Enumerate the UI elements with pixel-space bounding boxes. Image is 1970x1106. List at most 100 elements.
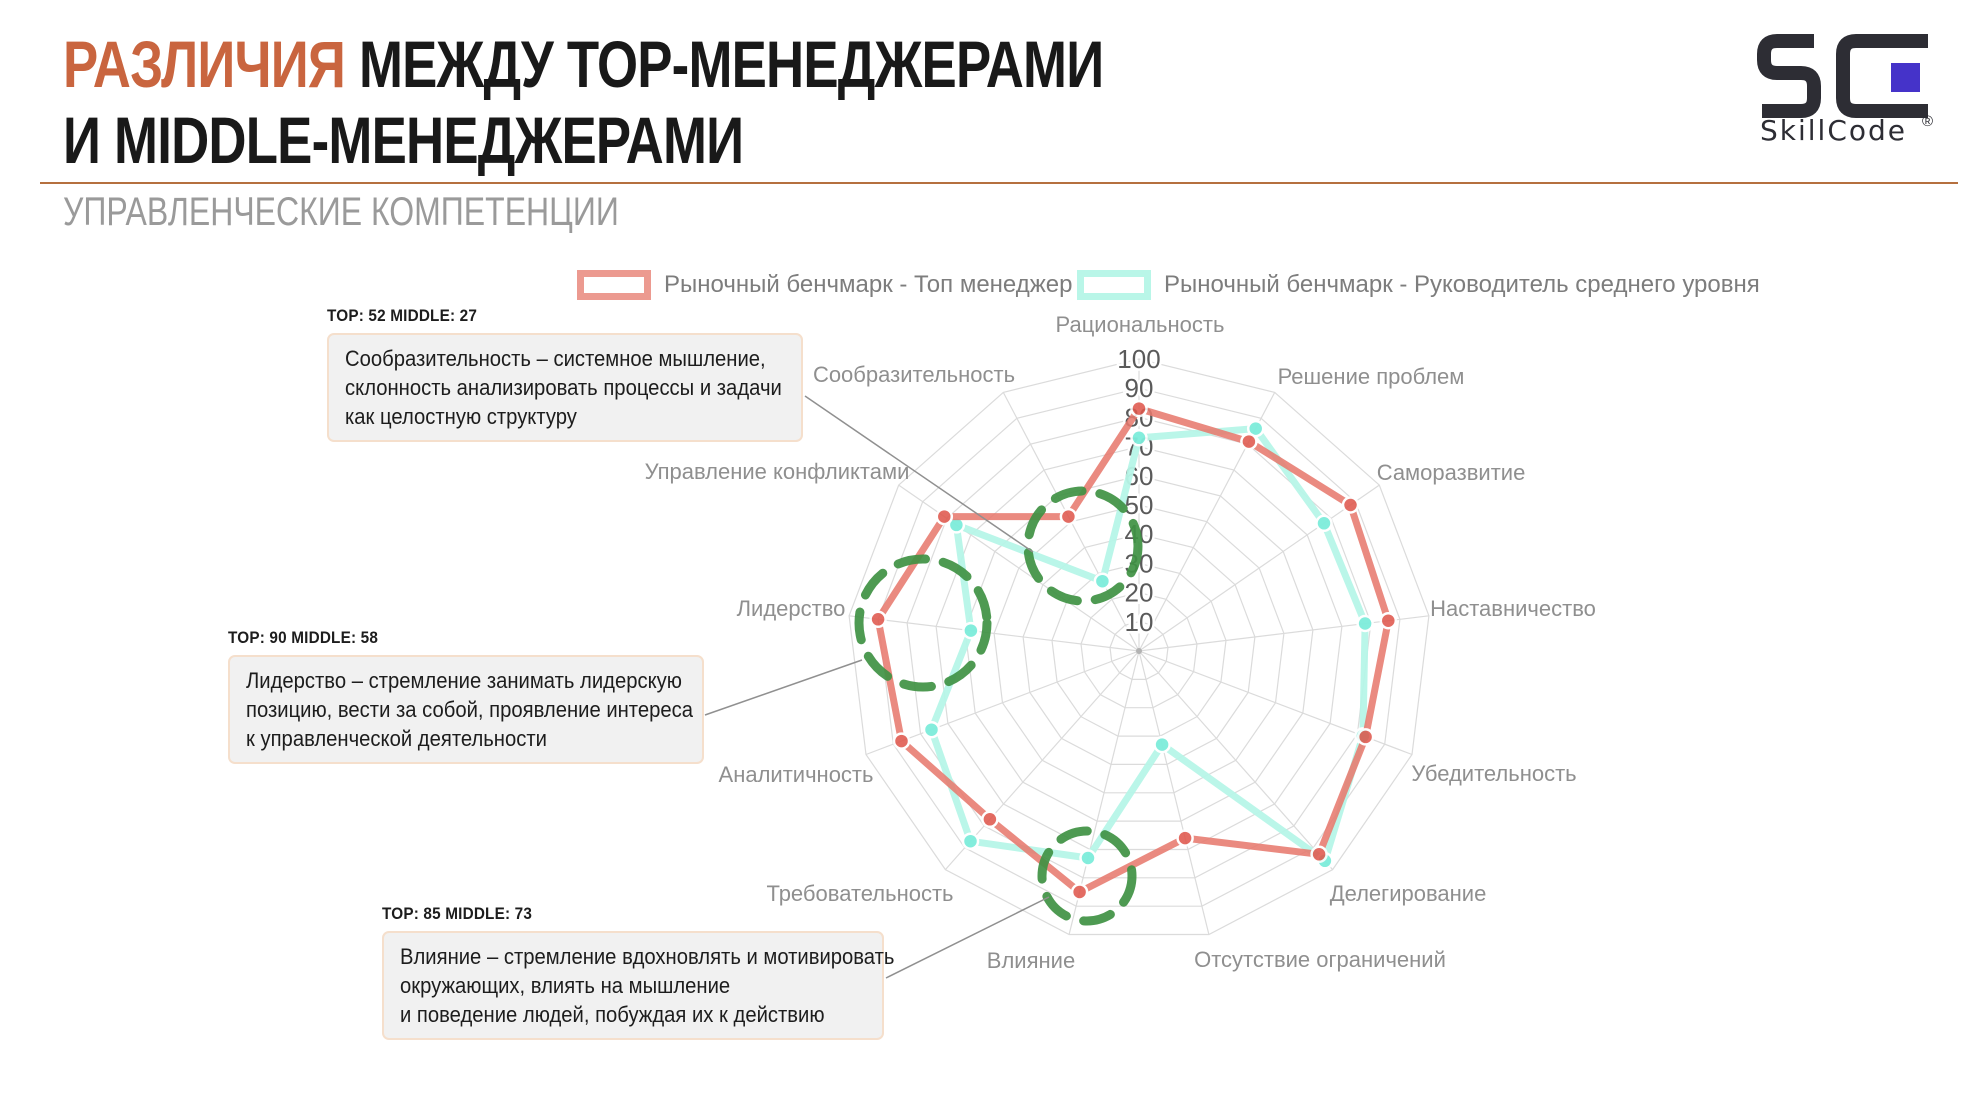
tick-label: 90 xyxy=(1125,373,1154,403)
tick-label: 50 xyxy=(1125,490,1154,520)
data-point xyxy=(1153,735,1171,754)
grid-spoke xyxy=(1138,650,1334,870)
tick-label: 20 xyxy=(1125,578,1154,608)
axis-label: Аналитичность xyxy=(719,762,874,787)
grid-ring xyxy=(848,358,1430,936)
logo-text: SkillCode xyxy=(1760,114,1907,146)
annotation-box: Лидерство – стремление занимать лидерску… xyxy=(228,655,704,764)
data-point xyxy=(935,507,954,526)
axis-label: Влияние xyxy=(987,948,1075,973)
data-point xyxy=(1070,883,1089,901)
highlight-circle xyxy=(854,554,992,692)
logo-letter-c xyxy=(1836,34,1928,118)
series-top-manager xyxy=(869,399,1398,901)
axis-labels: Рациональность Решение проблем Саморазвити… xyxy=(645,312,1596,973)
data-point xyxy=(1079,849,1097,867)
title-accent: РАЗЛИЧИЯ xyxy=(63,27,346,101)
axis-label: Управление конфликтами xyxy=(645,459,910,484)
annotation-text-line: Лидерство – стремление занимать лидерску… xyxy=(246,668,682,693)
grid-ring xyxy=(935,445,1343,851)
data-point xyxy=(1315,514,1333,533)
axis-label: Рациональность xyxy=(1056,312,1225,337)
data-point xyxy=(922,720,941,739)
annotation-text-line: склонность анализировать процессы и зада… xyxy=(345,375,782,400)
legend-label-middle-manager: Рыночный бенчмарк - Руководитель среднег… xyxy=(1164,271,1760,298)
data-point xyxy=(962,621,980,640)
annotation-text-line: Сообразительность – системное мышление, xyxy=(345,346,766,371)
data-point xyxy=(1130,429,1148,447)
annotation-box: Сообразительность – системное мышление, … xyxy=(327,333,803,442)
data-point xyxy=(1240,432,1258,451)
data-point xyxy=(1356,728,1375,746)
skillcode-logo: SkillCode ® xyxy=(1757,34,1933,146)
annotation-box: Влияние – стремление вдохновлять и мотив… xyxy=(382,931,895,1040)
data-point xyxy=(961,832,980,850)
grid-center-dot xyxy=(1136,648,1142,654)
grid-ring xyxy=(1109,621,1169,681)
axis-label: Наставничество xyxy=(1430,596,1596,621)
grid-ring xyxy=(1022,533,1256,766)
annotation-text-line: как целостную структуру xyxy=(345,404,577,429)
title-line-1: РАЗЛИЧИЯ МЕЖДУ ТОР-МЕНЕДЖЕРАМИ xyxy=(63,26,1104,102)
annotation-connectors xyxy=(704,395,1050,979)
grid-ring xyxy=(964,475,1314,822)
logo-mark-sc xyxy=(1757,34,1928,118)
grid-ring xyxy=(906,416,1372,879)
grid-spoke xyxy=(944,650,1140,870)
legend-swatch-middle-manager xyxy=(1077,270,1151,300)
axis-label: Лидерство xyxy=(737,596,846,621)
annotation-soobrazitelnost: TOP: 52 MIDDLE: 27 Сообразительность – с… xyxy=(327,306,803,442)
data-point xyxy=(1356,614,1374,633)
legend-item-top-manager: Рыночный бенчмарк - Топ менеджер xyxy=(577,270,1073,300)
grid-ring xyxy=(993,504,1285,794)
connector-line xyxy=(804,395,1034,553)
radar-grid xyxy=(848,358,1430,936)
connector-line xyxy=(704,659,863,716)
annotation-liderstvo: TOP: 90 MIDDLE: 58 Лидерство – стремлени… xyxy=(228,628,704,764)
annotation-text-line: позицию, вести за собой, проявление инте… xyxy=(246,697,693,722)
grid-ring xyxy=(877,387,1401,907)
grid-spoke xyxy=(1138,484,1380,652)
grid-spoke xyxy=(849,615,1140,652)
title-line-2: И MIDDLE-МЕНЕДЖЕРАМИ xyxy=(63,103,744,177)
header-divider xyxy=(40,182,1958,184)
annotation-text-line: окружающих, влиять на мышление xyxy=(400,973,731,998)
data-point xyxy=(1059,507,1078,526)
annotation-values: TOP: 85 MIDDLE: 73 xyxy=(382,904,533,923)
grid-spoke xyxy=(1138,650,1210,935)
axis-label: Решение проблем xyxy=(1278,364,1465,389)
annotation-text-line: к управленческой деятельности xyxy=(246,726,547,751)
data-point xyxy=(869,610,887,629)
highlight-circle xyxy=(1023,486,1143,606)
legend-item-middle-manager: Рыночный бенчмарк - Руководитель среднег… xyxy=(1077,270,1760,300)
highlight-circle xyxy=(1037,826,1137,926)
grid-ring xyxy=(1080,591,1198,709)
axis-label: Саморазвитие xyxy=(1377,460,1526,485)
title-rest: МЕЖДУ ТОР-МЕНЕДЖЕРАМИ xyxy=(345,27,1104,101)
page-title: РАЗЛИЧИЯ МЕЖДУ ТОР-МЕНЕДЖЕРАМИ И MIDDLE-… xyxy=(63,26,1104,178)
series-line xyxy=(874,405,1392,896)
data-point xyxy=(1093,572,1112,590)
legend-label-top-manager: Рыночный бенчмарк - Топ менеджер xyxy=(664,271,1073,298)
highlight-circles xyxy=(854,486,1143,926)
axis-label: Делегирование xyxy=(1330,881,1487,906)
annotation-values: TOP: 52 MIDDLE: 27 xyxy=(327,306,478,325)
logo-letter-s xyxy=(1757,34,1821,118)
data-point xyxy=(1379,611,1398,630)
annotation-text-line: Влияние – стремление вдохновлять и мотив… xyxy=(400,944,895,969)
axis-label: Сообразительность xyxy=(813,362,1015,387)
annotation-text-line: и поведение людей, побуждая их к действи… xyxy=(400,1002,825,1027)
data-point xyxy=(1341,496,1360,514)
annotation-vliyanie: TOP: 85 MIDDLE: 73 Влияние – стремление … xyxy=(382,904,895,1040)
legend-swatch-top-manager xyxy=(577,270,651,300)
grid-spoke xyxy=(865,650,1140,756)
axis-label: Отсутствие ограничений xyxy=(1194,947,1446,972)
axis-label: Убедительность xyxy=(1411,761,1576,786)
data-point xyxy=(1130,399,1148,418)
connector-line xyxy=(885,896,1050,979)
data-point xyxy=(981,810,999,829)
series-line xyxy=(928,425,1369,865)
tick-label: 100 xyxy=(1117,344,1160,374)
